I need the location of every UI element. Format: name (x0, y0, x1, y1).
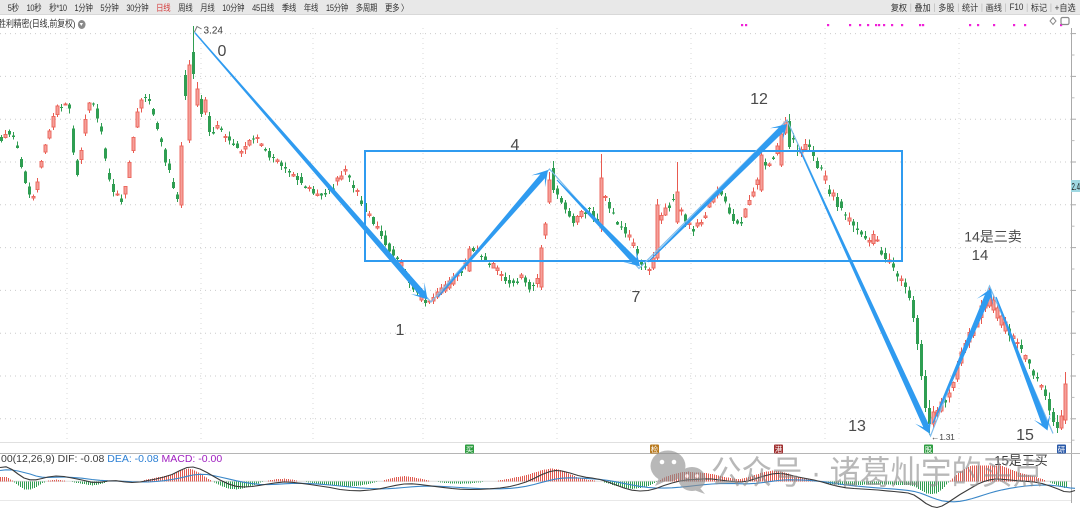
svg-text:15: 15 (1016, 427, 1034, 444)
svg-text:14是三卖: 14是三卖 (964, 229, 1022, 245)
svg-text:港: 港 (775, 444, 783, 454)
svg-text:13: 13 (848, 418, 866, 435)
svg-text:15是三买: 15是三买 (994, 453, 1047, 468)
svg-text:0: 0 (218, 43, 227, 60)
svg-text:00(12,26,9) DIF: -0.08 DEA:: 00(12,26,9) DIF: -0.08 DEA: -0.08 MACD: … (1, 453, 222, 465)
svg-text:←1.31: ←1.31 (931, 432, 955, 442)
svg-text:股: 股 (925, 445, 933, 454)
svg-text:1: 1 (396, 322, 405, 339)
svg-text:研: 研 (1058, 445, 1066, 454)
svg-text:检: 检 (651, 444, 659, 454)
svg-text:14: 14 (972, 247, 989, 264)
svg-text:12: 12 (750, 91, 768, 108)
svg-text:公众号 · 诸葛灿宇的买点: 公众号 · 诸葛灿宇的买点 (711, 454, 1043, 491)
svg-text:买: 买 (466, 445, 474, 454)
svg-text:7: 7 (632, 289, 641, 306)
svg-text:3.24: 3.24 (204, 26, 224, 37)
svg-text:4: 4 (511, 137, 520, 154)
svg-text:2.4: 2.4 (1072, 182, 1080, 193)
